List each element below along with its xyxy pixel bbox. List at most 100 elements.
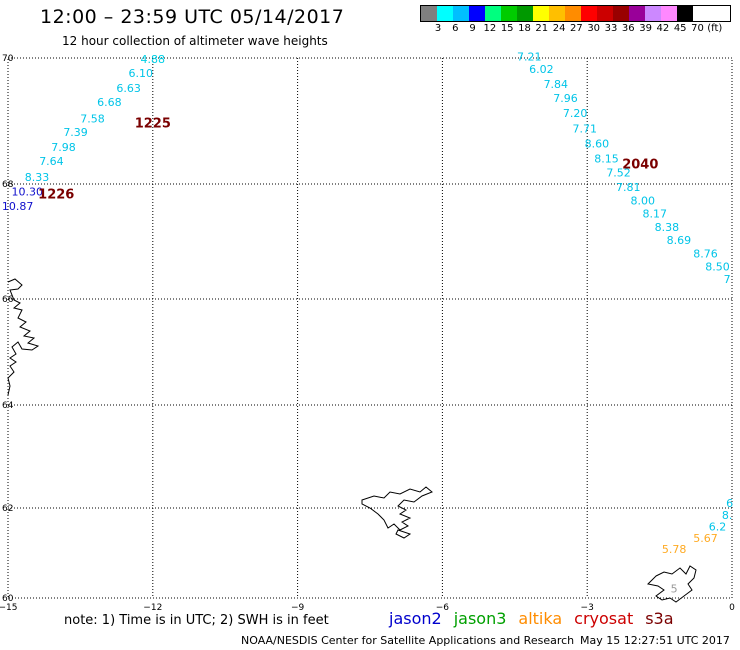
swh-value: 8.17 [643, 207, 668, 220]
swh-value: 5.67 [693, 532, 718, 545]
color-scale-label: 27 [570, 23, 583, 34]
color-scale-label: 33 [604, 23, 618, 34]
color-swatch [629, 6, 645, 21]
swh-value: 7.71 [573, 122, 598, 135]
color-swatch [421, 6, 437, 21]
legend-s3a: s3a [645, 609, 674, 628]
color-scale-label: 30 [587, 23, 601, 34]
swh-value: 8.15 [594, 153, 619, 166]
color-swatch [533, 6, 549, 21]
color-scale-label: 45 [673, 23, 687, 34]
color-swatch [453, 6, 469, 21]
swh-value: 7.84 [544, 78, 569, 91]
color-swatch [437, 6, 453, 21]
legend-jason2: jason2 [389, 609, 442, 628]
color-swatch [613, 6, 629, 21]
swh-value: 8.33 [25, 171, 50, 184]
legend-altika: altika [518, 609, 563, 628]
swh-value: 7.58 [80, 112, 105, 125]
swh-value: 6 [726, 497, 733, 510]
generation-timestamp: May 15 12:27:51 UTC 2017 [580, 634, 730, 647]
satellite-legend: jason2 jason3 altika cryosat s3a [389, 609, 686, 628]
swh-value: 7.64 [39, 155, 64, 168]
swh-value: 7.20 [563, 107, 588, 120]
color-scale-label: 39 [639, 23, 652, 34]
color-scale-label: 6 [452, 23, 459, 34]
color-scale: 3 6 9 12 15 18 21 24 27 30 33 36 39 42 45 70 (ft) [420, 5, 731, 37]
shetland-islands [646, 565, 697, 603]
color-scale-label: 18 [518, 23, 531, 34]
lat-tick-label: 60 [2, 594, 14, 604]
lat-tick-label: 64 [2, 401, 14, 411]
map-title: 12:00 – 23:59 UTC 05/14/2017 [40, 6, 345, 28]
swh-value: 7 [724, 273, 731, 286]
lat-tick-label: 68 [2, 180, 14, 190]
swh-value: 5 [671, 583, 678, 596]
lon-tick-label: −9 [291, 603, 305, 613]
color-swatch [597, 6, 613, 21]
swh-value: 8.76 [693, 248, 718, 261]
swh-value: 6.10 [128, 67, 153, 80]
swh-value: 6.02 [529, 63, 554, 76]
color-swatch [485, 6, 501, 21]
swh-value: 5.78 [662, 543, 687, 556]
swh-value: 4.88 [141, 53, 166, 66]
color-scale-label: 15 [500, 23, 514, 34]
map-subtitle: 12 hour collection of altimeter wave hei… [62, 34, 328, 48]
swh-value: 8.50 [705, 260, 730, 273]
color-swatch [677, 6, 693, 21]
footnote: note: 1) Time is in UTC; 2) SWH is in fe… [64, 613, 329, 628]
swh-value: 7.96 [553, 92, 578, 105]
color-scale-label: 42 [656, 23, 670, 34]
lat-tick-label: 66 [2, 295, 14, 305]
color-scale-label: 9 [469, 23, 476, 34]
lon-tick-label: −12 [143, 603, 162, 613]
pass-time-label: 2040 [622, 157, 658, 172]
color-swatch [581, 6, 597, 21]
legend-cryosat: cryosat [574, 609, 634, 628]
color-scale-label: 36 [621, 23, 635, 34]
swh-value: 7.98 [51, 141, 76, 154]
color-scale-label: 21 [535, 23, 549, 34]
pass-time-label: 1226 [38, 187, 74, 202]
color-scale-label: 70 [691, 23, 704, 34]
lon-tick-label: −15 [0, 603, 18, 613]
lat-tick-label: 70 [2, 54, 14, 64]
color-scale-label: 12 [483, 23, 497, 34]
swh-value: 8.60 [585, 137, 610, 150]
color-swatch [469, 6, 485, 21]
swh-value: 10.30 [12, 186, 44, 199]
color-swatch [549, 6, 565, 21]
color-scale-label: 3 [434, 23, 442, 34]
color-scale-label: (ft) [707, 23, 723, 34]
lat-lon-grid [7, 57, 733, 599]
swh-value: 7.21 [517, 51, 542, 64]
map-frame [7, 57, 733, 599]
color-scale-label: 24 [552, 23, 566, 34]
swh-value: 7.81 [616, 181, 641, 194]
lon-tick-label: −6 [436, 603, 450, 613]
swh-value: 8.69 [667, 234, 692, 247]
lon-tick-label: −3 [581, 603, 594, 613]
swh-value: 6.63 [116, 82, 141, 95]
coastlines [7, 278, 697, 603]
swh-value: 7.52 [606, 166, 631, 179]
color-swatch [501, 6, 517, 21]
color-scale-swatches [420, 5, 731, 22]
pass-time-label: 1225 [135, 116, 171, 131]
color-swatch [645, 6, 661, 21]
lon-tick-label: 0 [729, 603, 735, 613]
color-scale-labels: 3 6 9 12 15 18 21 24 27 30 33 36 39 42 45 70 (ft) [420, 22, 731, 36]
iceland-coastline [7, 278, 40, 396]
swh-value: 7.39 [63, 126, 88, 139]
color-swatch [565, 6, 581, 21]
legend-jason3: jason3 [453, 609, 507, 628]
swh-value: 6.68 [97, 96, 122, 109]
lat-tick-label: 62 [2, 504, 13, 514]
color-swatch [517, 6, 533, 21]
faroe-islands [361, 486, 433, 531]
credit-line: NOAA/NESDIS Center for Satellite Applica… [241, 634, 575, 647]
swh-value: 8. [722, 509, 733, 522]
swh-value: 8.38 [655, 221, 680, 234]
